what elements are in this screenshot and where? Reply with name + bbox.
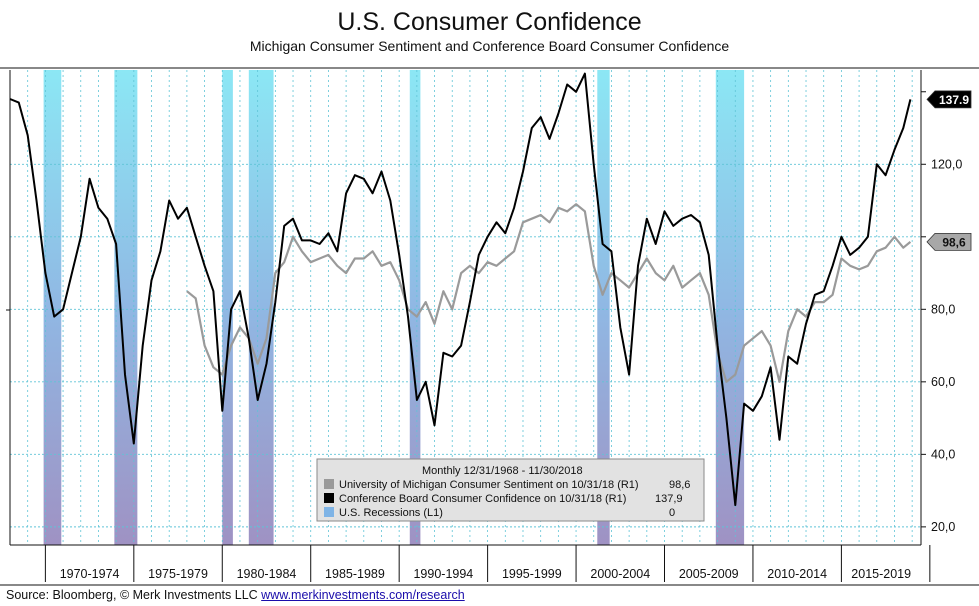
legend-label-michigan: University of Michigan Consumer Sentimen…	[339, 479, 639, 491]
xtick-label-1985: 1985-1989	[325, 567, 385, 581]
chart-subtitle: Michigan Consumer Sentiment and Conferen…	[249, 38, 730, 54]
tag-michigan-label: 98,6	[942, 235, 966, 249]
tag-conference-board-label: 137.9	[939, 93, 969, 107]
xtick-label-1980: 1980-1984	[237, 567, 297, 581]
x-axis: 1970-1974 1975-1979 1980-1984 1985-1989 1990…	[44, 545, 931, 582]
xtick-label-1970: 1970-1974	[60, 567, 120, 581]
ytick-label-40: 40,0	[931, 447, 955, 461]
footer: Source: Bloomberg, © Merk Investments LL…	[6, 588, 465, 602]
legend-box	[316, 458, 705, 522]
ytick-label-20: 20,0	[931, 520, 955, 534]
y-axis: 20,0 40,0 60,0 80,0 120,0	[921, 91, 962, 534]
legend-value-michigan: 98,6	[669, 479, 690, 491]
legend-value-conference-board: 137,9	[655, 493, 683, 505]
legend-swatch-conference-board	[324, 493, 334, 503]
recession-bands	[43, 70, 745, 545]
xtick-label-1990: 1990-1994	[413, 567, 473, 581]
legend-swatch-michigan	[324, 479, 334, 489]
legend: Monthly 12/31/1968 - 11/30/2018 Universi…	[316, 458, 705, 522]
ytick-label-80: 80,0	[931, 302, 955, 316]
tag-michigan-shape	[926, 232, 972, 251]
tag-conference-board-shape	[926, 90, 972, 109]
recession-band-4	[248, 70, 274, 545]
xtick-label-2015: 2015-2019	[851, 567, 911, 581]
legend-header: Monthly 12/31/1968 - 11/30/2018	[422, 465, 583, 477]
xtick-label-1995: 1995-1999	[502, 567, 562, 581]
xtick-label-2005: 2005-2009	[679, 567, 739, 581]
xtick-label-1975: 1975-1979	[148, 567, 208, 581]
series-lines	[9, 72, 912, 507]
chart-title: U.S. Consumer Confidence	[337, 8, 642, 36]
plot-frame	[0, 67, 979, 586]
recession-band-6	[597, 70, 610, 545]
chart-svg: 20,0 40,0 60,0 80,0 120,0 1970-1974 1975-1979…	[0, 67, 979, 586]
series-line-conference-board	[9, 72, 912, 507]
legend-label-recessions: U.S. Recessions (L1)	[339, 507, 443, 519]
recession-band-5	[409, 70, 421, 545]
recession-band-7	[715, 70, 745, 545]
footer-source: Source: Bloomberg, © Merk Investments LL…	[6, 588, 258, 602]
ytick-label-60: 60,0	[931, 375, 955, 389]
legend-swatch-recessions	[324, 507, 334, 517]
series-line-michigan	[186, 203, 912, 383]
recession-band-3	[222, 70, 233, 545]
legend-value-recessions: 0	[669, 507, 675, 519]
xtick-label-2000: 2000-2004	[590, 567, 650, 581]
ytick-label-120: 120,0	[931, 157, 962, 171]
footer-link[interactable]: www.merkinvestments.com/research	[261, 588, 465, 602]
legend-label-conference-board: Conference Board Consumer Confidence on …	[339, 493, 626, 505]
value-tags: 137.9 98,6	[926, 90, 972, 251]
xtick-label-2010: 2010-2014	[767, 567, 827, 581]
